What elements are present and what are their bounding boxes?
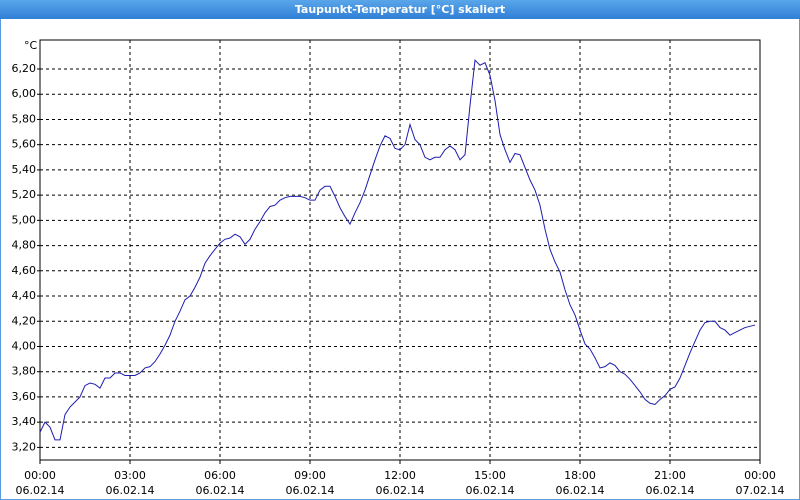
x-tick-date: 06.02.14 — [16, 484, 65, 497]
y-tick-label: 3,40 — [12, 415, 37, 428]
y-tick-label: 3,80 — [12, 365, 37, 378]
y-unit: °C — [24, 39, 38, 52]
y-tick-label: 5,00 — [12, 213, 37, 226]
chart-title: Taupunkt-Temperatur [°C] skaliert — [295, 3, 505, 16]
x-tick-label: 15:00 — [474, 469, 506, 482]
y-tick-label: 4,40 — [12, 289, 37, 302]
y-tick-label: 6,20 — [12, 62, 37, 75]
x-tick-label: 00:00 — [24, 469, 56, 482]
x-tick-date: 06.02.14 — [646, 484, 695, 497]
y-tick-label: 5,40 — [12, 163, 37, 176]
y-tick-label: 3,60 — [12, 390, 37, 403]
x-tick-date: 06.02.14 — [376, 484, 425, 497]
x-tick-label: 18:00 — [564, 469, 596, 482]
y-tick-label: 4,80 — [12, 239, 37, 252]
y-tick-label: 4,20 — [12, 314, 37, 327]
y-tick-label: 5,80 — [12, 112, 37, 125]
x-tick-label: 21:00 — [654, 469, 686, 482]
x-tick-label: 12:00 — [384, 469, 416, 482]
title-bar — [0, 0, 800, 19]
y-tick-label: 4,00 — [12, 339, 37, 352]
x-tick-date: 07.02.14 — [736, 484, 785, 497]
x-tick-label: 09:00 — [294, 469, 326, 482]
x-tick-date: 06.02.14 — [556, 484, 605, 497]
x-tick-label: 06:00 — [204, 469, 236, 482]
temperature-line — [39, 59, 756, 441]
x-tick-label: 03:00 — [114, 469, 146, 482]
x-tick-date: 06.02.14 — [286, 484, 335, 497]
x-tick-date: 06.02.14 — [196, 484, 245, 497]
x-tick-label: 00:00 — [744, 469, 776, 482]
y-tick-label: 6,00 — [12, 87, 37, 100]
y-tick-label: 3,20 — [12, 440, 37, 453]
y-tick-label: 5,60 — [12, 138, 37, 151]
y-tick-label: 4,60 — [12, 264, 37, 277]
y-tick-label: 5,20 — [12, 188, 37, 201]
x-tick-date: 06.02.14 — [106, 484, 155, 497]
plot-frame — [39, 39, 761, 461]
x-tick-date: 06.02.14 — [466, 484, 515, 497]
